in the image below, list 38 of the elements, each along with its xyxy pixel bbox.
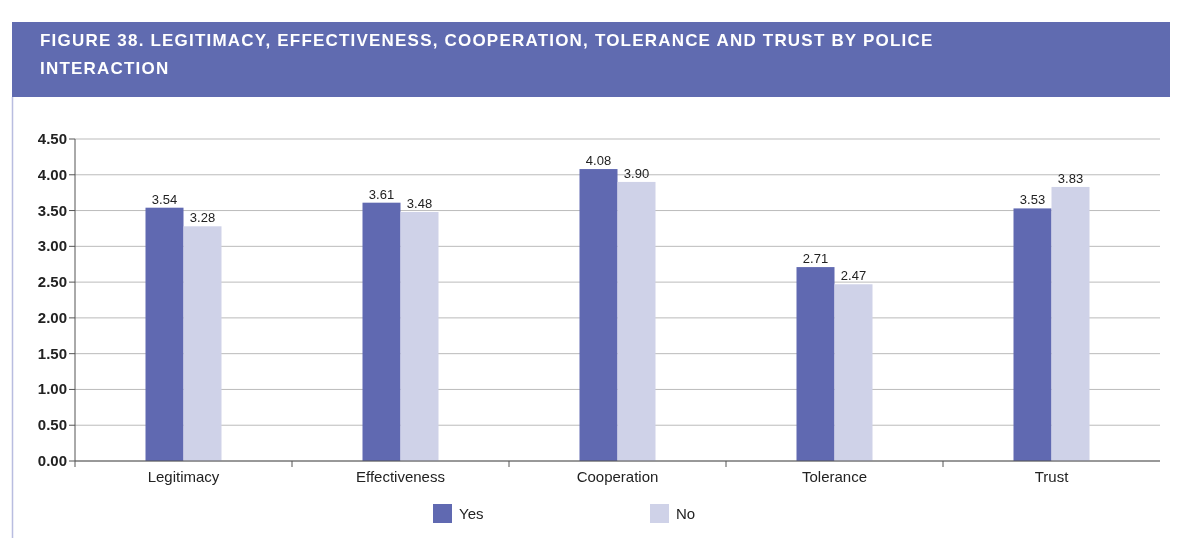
- data-label: 3.90: [623, 165, 650, 181]
- bar: [834, 284, 873, 461]
- data-label: 4.08: [585, 153, 612, 169]
- y-tick-label: 1.50: [37, 344, 67, 362]
- data-label: 3.83: [1057, 170, 1084, 186]
- y-tick-label: 2.50: [37, 273, 67, 291]
- data-label: 2.71: [802, 251, 829, 267]
- y-tick-label: 2.00: [37, 308, 67, 326]
- bar: [1013, 208, 1052, 461]
- y-tick-label: 0.50: [37, 416, 67, 434]
- bar: [1051, 186, 1090, 461]
- y-tick-label: 4.50: [37, 130, 67, 147]
- bar: [617, 181, 656, 461]
- x-tick-label: Tolerance: [801, 468, 868, 485]
- data-label: 3.54: [151, 191, 178, 207]
- y-tick-label: 3.00: [37, 237, 67, 255]
- data-label: 2.47: [840, 268, 867, 284]
- y-tick-label: 4.00: [37, 165, 67, 183]
- y-tick-label: 1.00: [37, 380, 67, 398]
- data-label: 3.48: [406, 195, 433, 211]
- bar: [145, 207, 184, 461]
- y-tick-label: 0.00: [37, 452, 67, 469]
- x-tick-label: Effectiveness: [356, 468, 445, 485]
- legend-label: No: [676, 505, 696, 522]
- x-tick-label: Trust: [1034, 468, 1070, 485]
- bar: [400, 211, 439, 461]
- bar: [796, 267, 835, 461]
- data-label: 3.53: [1019, 192, 1046, 208]
- y-tick-label: 3.50: [37, 201, 67, 219]
- chart-title: FIGURE 38. LEGITIMACY, EFFECTIVENESS, COOPERATION, TOLERANCE AND TRUST BY POLICE INTERACTION: [40, 31, 934, 78]
- bar: [183, 226, 222, 461]
- x-tick-label: Legitimacy: [147, 468, 220, 485]
- bar: [362, 202, 401, 461]
- data-label: 3.61: [368, 186, 395, 202]
- legend-label: Yes: [459, 505, 484, 522]
- x-tick-label: Cooperation: [576, 468, 659, 485]
- data-label: 3.28: [189, 210, 216, 226]
- bar: [579, 169, 618, 461]
